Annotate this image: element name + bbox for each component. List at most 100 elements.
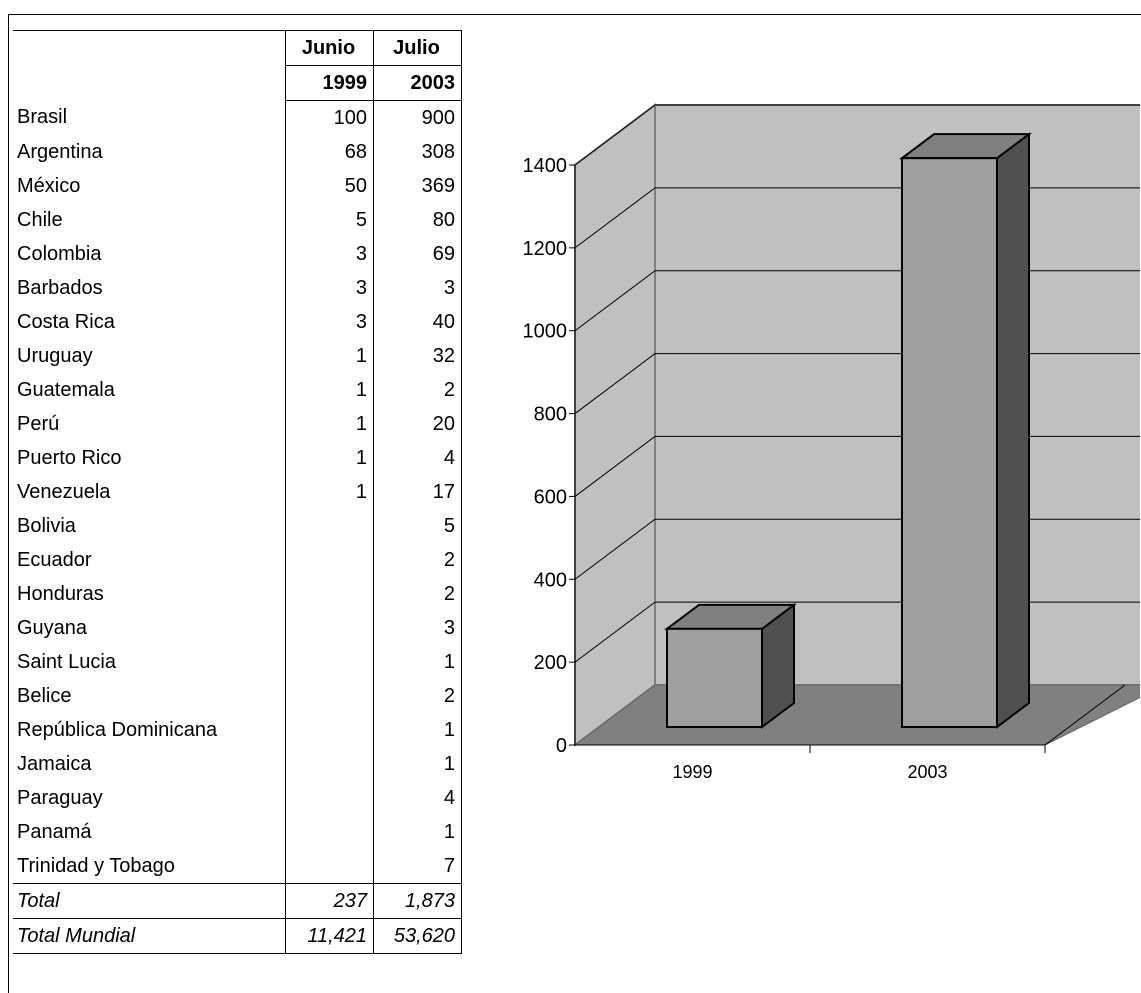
x-tick-label: 2003 <box>907 762 947 782</box>
country-cell: Ecuador <box>13 543 286 577</box>
value-2003-cell: 308 <box>373 135 462 169</box>
value-1999-cell: 3 <box>285 237 374 271</box>
value-1999-cell: 1 <box>285 441 374 475</box>
country-cell: Bolivia <box>13 509 286 543</box>
value-2003-cell: 2 <box>373 373 462 407</box>
value-2003-cell: 1 <box>373 713 462 747</box>
header-empty-cell <box>13 65 286 101</box>
bar-front <box>666 627 763 728</box>
table-row: Puerto Rico 1 4 <box>13 441 462 475</box>
y-tick-label: 1200 <box>523 238 568 260</box>
table-row: Perú 1 20 <box>13 407 462 441</box>
total-value-2003: 1,873 <box>373 883 462 919</box>
frame-left-border <box>8 14 9 993</box>
value-1999-cell <box>285 713 374 747</box>
value-2003-cell: 2 <box>373 679 462 713</box>
chart-back-wall <box>654 104 1140 686</box>
country-cell: Brasil <box>13 100 286 135</box>
header-year-1: 1999 <box>285 65 374 101</box>
table-row: Colombia 3 69 <box>13 237 462 271</box>
total-label: Total <box>13 883 286 919</box>
country-cell: México <box>13 169 286 203</box>
value-2003-cell: 32 <box>373 339 462 373</box>
table-row: Panamá 1 <box>13 815 462 849</box>
y-tick-label: 1000 <box>523 321 568 343</box>
gridline-side <box>574 601 656 663</box>
y-tick-label: 0 <box>556 735 567 757</box>
table-row: Brasil 100 900 <box>13 100 462 135</box>
country-cell: Jamaica <box>13 747 286 781</box>
clipped-title-strip <box>0 0 1141 6</box>
header-empty-cell <box>13 30 286 66</box>
header-month-1: Junio <box>285 30 374 66</box>
table-row: Venezuela 1 17 <box>13 475 462 509</box>
table-row: Ecuador 2 <box>13 543 462 577</box>
table-header-row-year: 1999 2003 <box>13 65 462 101</box>
bar-front <box>901 157 998 728</box>
table-row: Bolivia 5 <box>13 509 462 543</box>
value-2003-cell: 5 <box>373 509 462 543</box>
chart-floor <box>573 684 1140 746</box>
frame-top-border <box>8 14 1141 15</box>
value-2003-cell: 3 <box>373 271 462 305</box>
table-row: Honduras 2 <box>13 577 462 611</box>
table-row: Jamaica 1 <box>13 747 462 781</box>
country-cell: Venezuela <box>13 475 286 509</box>
total-row: Total 237 1,873 <box>13 883 462 919</box>
gridline-side <box>574 518 656 580</box>
value-1999-cell: 68 <box>285 135 374 169</box>
table-row: Costa Rica 3 40 <box>13 305 462 339</box>
table-row: Argentina 68 308 <box>13 135 462 169</box>
country-cell: Barbados <box>13 271 286 305</box>
chart-side-wall <box>574 103 656 747</box>
country-cell: Trinidad y Tobago <box>13 849 286 884</box>
value-1999-cell <box>285 509 374 543</box>
country-cell: Guatemala <box>13 373 286 407</box>
value-2003-cell: 1 <box>373 815 462 849</box>
country-cell: República Dominicana <box>13 713 286 747</box>
value-2003-cell: 1 <box>373 645 462 679</box>
table-row: Chile 5 80 <box>13 203 462 237</box>
y-tick-label: 800 <box>534 404 567 426</box>
value-2003-cell: 1 <box>373 747 462 781</box>
value-1999-cell: 5 <box>285 203 374 237</box>
gridline-side <box>574 270 656 332</box>
table-row: Trinidad y Tobago 7 <box>13 849 462 884</box>
table-row: México 50 369 <box>13 169 462 203</box>
value-2003-cell: 4 <box>373 441 462 475</box>
value-1999-cell: 100 <box>285 100 374 135</box>
gridline-side <box>574 353 656 414</box>
x-tick-label: 1999 <box>672 762 712 782</box>
country-cell: Belice <box>13 679 286 713</box>
value-1999-cell <box>285 645 374 679</box>
total-value-1999: 11,421 <box>285 918 374 954</box>
value-1999-cell <box>285 747 374 781</box>
gridline-side <box>574 436 656 497</box>
table-header-row-month: Junio Julio <box>13 30 462 66</box>
country-cell: Paraguay <box>13 781 286 815</box>
country-cell: Colombia <box>13 237 286 271</box>
value-2003-cell: 369 <box>373 169 462 203</box>
total-mundial-row: Total Mundial 11,421 53,620 <box>13 918 462 954</box>
value-1999-cell: 3 <box>285 271 374 305</box>
value-1999-cell: 1 <box>285 475 374 509</box>
value-2003-cell: 69 <box>373 237 462 271</box>
value-2003-cell: 3 <box>373 611 462 645</box>
value-2003-cell: 900 <box>373 100 462 135</box>
header-month-2: Julio <box>373 30 462 66</box>
value-2003-cell: 17 <box>373 475 462 509</box>
table-row: República Dominicana 1 <box>13 713 462 747</box>
gridline-side <box>574 187 656 249</box>
country-cell: Saint Lucia <box>13 645 286 679</box>
y-tick-label: 600 <box>534 486 567 508</box>
total-value-2003: 53,620 <box>373 918 462 954</box>
table-row: Guyana 3 <box>13 611 462 645</box>
value-1999-cell: 3 <box>285 305 374 339</box>
value-2003-cell: 2 <box>373 543 462 577</box>
value-2003-cell: 20 <box>373 407 462 441</box>
table-row: Saint Lucia 1 <box>13 645 462 679</box>
country-cell: Chile <box>13 203 286 237</box>
country-cell: Panamá <box>13 815 286 849</box>
table-row: Belice 2 <box>13 679 462 713</box>
value-1999-cell <box>285 611 374 645</box>
